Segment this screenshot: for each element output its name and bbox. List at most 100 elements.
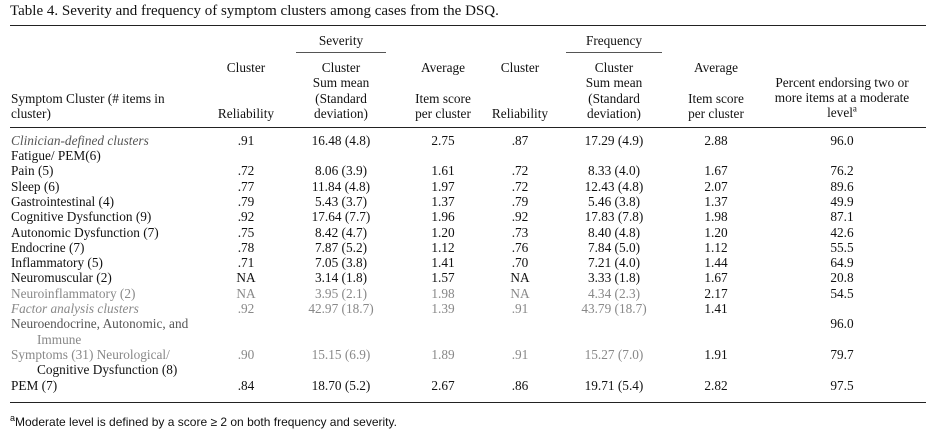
cell-average-frequency: 1.67 [704, 163, 728, 178]
cell-sum-frequency: 7.84 (5.0) [587, 240, 641, 255]
header-symptom-cluster: cluster) [11, 106, 51, 121]
header-percluster-severity: per cluster [415, 106, 471, 121]
cell-reliability-severity: .92 [237, 209, 255, 224]
cell-reliability-severity: NA [236, 270, 256, 285]
cell-percent-endorsing: 42.6 [830, 225, 854, 240]
header-percent-marker: a [852, 103, 857, 114]
cell-reliability-frequency: .79 [511, 194, 529, 209]
cell-average-severity: 1.57 [431, 270, 455, 285]
cell-reliability-frequency: NA [510, 286, 530, 301]
cell-average-frequency: 1.67 [704, 270, 728, 285]
header-symptom-cluster: Symptom Cluster (# items in [11, 91, 165, 106]
header-sum-frequency: Sum mean [585, 75, 643, 91]
row-label: Symptoms (31) Neurological/ [11, 347, 170, 362]
group-severity: Severity [318, 33, 364, 48]
cell-reliability-frequency: .91 [511, 347, 529, 362]
header-percent: levela [827, 103, 857, 120]
cell-sum-severity: 8.06 (3.9) [314, 163, 368, 178]
cell-sum-frequency: 7.21 (4.0) [587, 255, 641, 270]
table-caption: Table 4. Severity and frequency of sympt… [10, 3, 499, 19]
cell-percent-endorsing: 20.8 [830, 270, 854, 285]
row-label: Neuroendocrine, Autonomic, and [11, 316, 189, 331]
row-label: PEM (7) [11, 378, 58, 393]
cell-percent-endorsing: 97.5 [830, 378, 854, 393]
cell-reliability-severity: .90 [237, 347, 255, 362]
frequency-group-rule [566, 52, 662, 53]
cell-sum-frequency: 3.33 (1.8) [587, 270, 641, 285]
header-sum-severity: (Standard [315, 90, 367, 106]
bottom-rule [10, 402, 926, 404]
cell-sum-severity: 17.64 (7.7) [311, 209, 371, 224]
header-average-frequency: Average [693, 60, 739, 75]
cell-sum-frequency: 12.43 (4.8) [584, 179, 644, 194]
row-label: Inflammatory (5) [11, 255, 103, 270]
row-label: Factor analysis clusters [11, 301, 139, 316]
cell-average-severity: 2.67 [431, 378, 455, 393]
header-sum-frequency: (Standard [588, 90, 640, 106]
header-itemscore-frequency: Item score [688, 91, 744, 106]
cell-percent-endorsing: 89.6 [830, 179, 854, 194]
cell-sum-severity: 8.42 (4.7) [314, 225, 368, 240]
cell-reliability-frequency: .72 [511, 179, 529, 194]
cell-percent-endorsing: 49.9 [830, 194, 854, 209]
row-label: Immune [37, 332, 82, 347]
table-footnote: aModerate level is defined by a score ≥ … [10, 414, 397, 430]
cell-average-frequency: 2.82 [704, 378, 728, 393]
cell-reliability-severity: .71 [237, 255, 255, 270]
cell-average-frequency: 1.44 [704, 255, 728, 270]
cell-average-severity: 1.89 [431, 347, 455, 362]
cell-reliability-frequency: .73 [511, 225, 529, 240]
cell-sum-severity: 15.15 (6.9) [311, 347, 371, 362]
row-label: Endocrine (7) [11, 240, 85, 255]
header-reliability-frequency: Reliability [491, 106, 549, 121]
cell-percent-endorsing: 64.9 [830, 255, 854, 270]
header-reliability-severity: Reliability [217, 106, 275, 121]
cell-sum-severity: 5.43 (3.7) [314, 194, 368, 209]
cell-sum-severity: 18.70 (5.2) [311, 378, 371, 393]
row-label: Neuromuscular (2) [11, 270, 112, 285]
row-label: Fatigue/ PEM(6) [11, 148, 101, 163]
header-sum-frequency: deviation) [587, 105, 641, 121]
cell-sum-frequency: 43.79 (18.7) [581, 301, 647, 316]
top-rule [10, 25, 926, 27]
group-frequency: Frequency [585, 33, 643, 48]
cell-sum-frequency: 8.40 (4.8) [587, 225, 641, 240]
cell-average-frequency: 1.41 [704, 301, 728, 316]
cell-reliability-severity: .84 [237, 378, 255, 393]
cell-sum-severity: 3.95 (2.1) [314, 286, 368, 301]
cell-reliability-severity: .75 [237, 225, 255, 240]
header-sum-severity: deviation) [314, 105, 368, 121]
cell-reliability-severity: .79 [237, 194, 255, 209]
cell-percent-endorsing: 79.7 [830, 347, 854, 362]
row-label: Gastrointestinal (4) [11, 194, 115, 209]
cell-percent-endorsing: 55.5 [830, 240, 854, 255]
cell-percent-endorsing: 54.5 [830, 286, 854, 301]
cell-reliability-frequency: .87 [511, 133, 529, 148]
cell-sum-severity: 7.87 (5.2) [314, 240, 368, 255]
cell-average-severity: 1.39 [431, 301, 455, 316]
cell-percent-endorsing: 87.1 [830, 209, 854, 224]
cell-sum-severity: 16.48 (4.8) [311, 133, 371, 148]
cell-sum-frequency: 4.34 (2.3) [587, 286, 641, 301]
row-label: Autonomic Dysfunction (7) [11, 225, 159, 240]
header-percent: more items at a moderate [774, 90, 910, 105]
cell-reliability-severity: .72 [237, 163, 255, 178]
cell-average-frequency: 2.17 [704, 286, 728, 301]
cell-reliability-frequency: .91 [511, 301, 529, 316]
row-label: Pain (5) [11, 163, 54, 178]
cell-sum-severity: 42.97 (18.7) [308, 301, 374, 316]
cell-reliability-frequency: .70 [511, 255, 529, 270]
cell-sum-frequency: 15.27 (7.0) [584, 347, 644, 362]
cell-average-severity: 1.61 [431, 163, 455, 178]
cell-reliability-frequency: .76 [511, 240, 529, 255]
row-label: Clinician-defined clusters [11, 133, 149, 148]
header-cluster-frequency: Cluster [500, 60, 540, 75]
cell-sum-severity: 11.84 (4.8) [311, 179, 371, 194]
cell-sum-frequency: 5.46 (3.8) [587, 194, 641, 209]
cell-average-severity: 1.12 [431, 240, 455, 255]
cell-reliability-frequency: .92 [511, 209, 529, 224]
header-sum-frequency: Cluster [594, 60, 634, 75]
row-label: Sleep (6) [11, 179, 60, 194]
cell-reliability-severity: .77 [237, 179, 255, 194]
cell-sum-frequency: 17.29 (4.9) [584, 133, 644, 148]
